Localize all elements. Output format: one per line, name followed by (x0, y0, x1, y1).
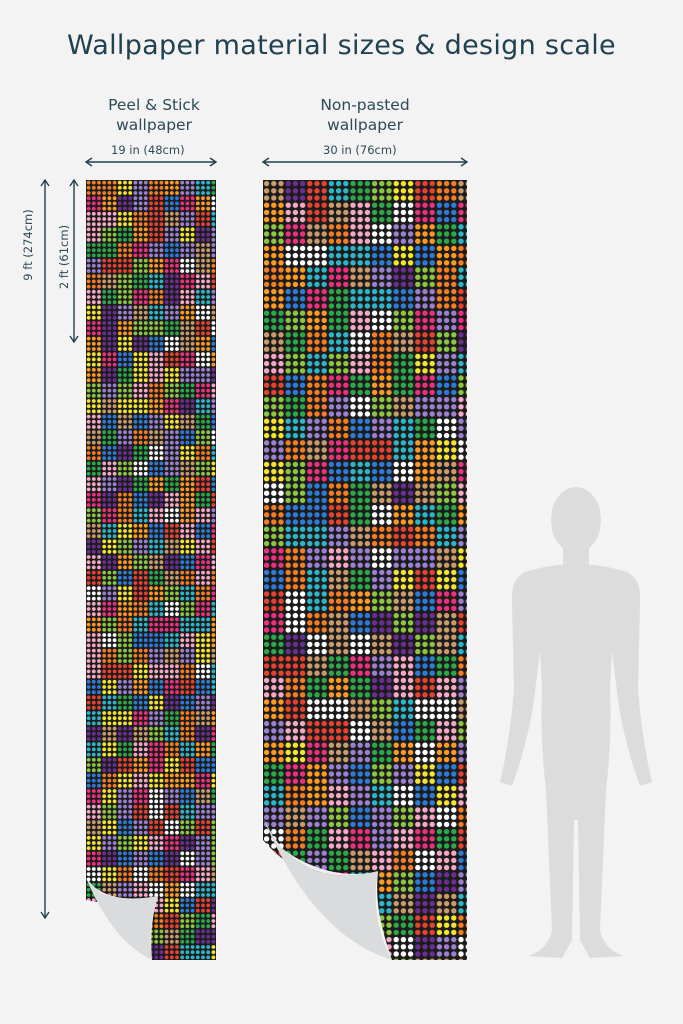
panel-label-line2: wallpaper (116, 116, 192, 134)
panel-label-line1: Non-pasted (320, 96, 410, 114)
page-curl-icon (86, 878, 158, 960)
panel-label-line2: wallpaper (327, 116, 403, 134)
wallpaper-panel-peel-stick (86, 180, 216, 960)
human-silhouette-icon (500, 487, 652, 958)
panel-label-non-pasted: Non-pasted wallpaper (295, 95, 435, 135)
panel-label-line1: Peel & Stick (108, 96, 200, 114)
width-arrow-non-pasted (261, 157, 469, 167)
height-arrow-total (40, 178, 50, 920)
panel-label-peel-stick: Peel & Stick wallpaper (84, 95, 224, 135)
page-title: Wallpaper material sizes & design scale (67, 30, 616, 61)
wallpaper-panel-non-pasted (263, 180, 467, 960)
width-arrow-peel-stick (84, 157, 218, 167)
width-label-peel-stick: 19 in (48cm) (111, 143, 185, 157)
width-label-non-pasted: 30 in (76cm) (323, 143, 397, 157)
page-curl-icon (263, 818, 392, 960)
height-arrow-repeat (69, 178, 79, 344)
